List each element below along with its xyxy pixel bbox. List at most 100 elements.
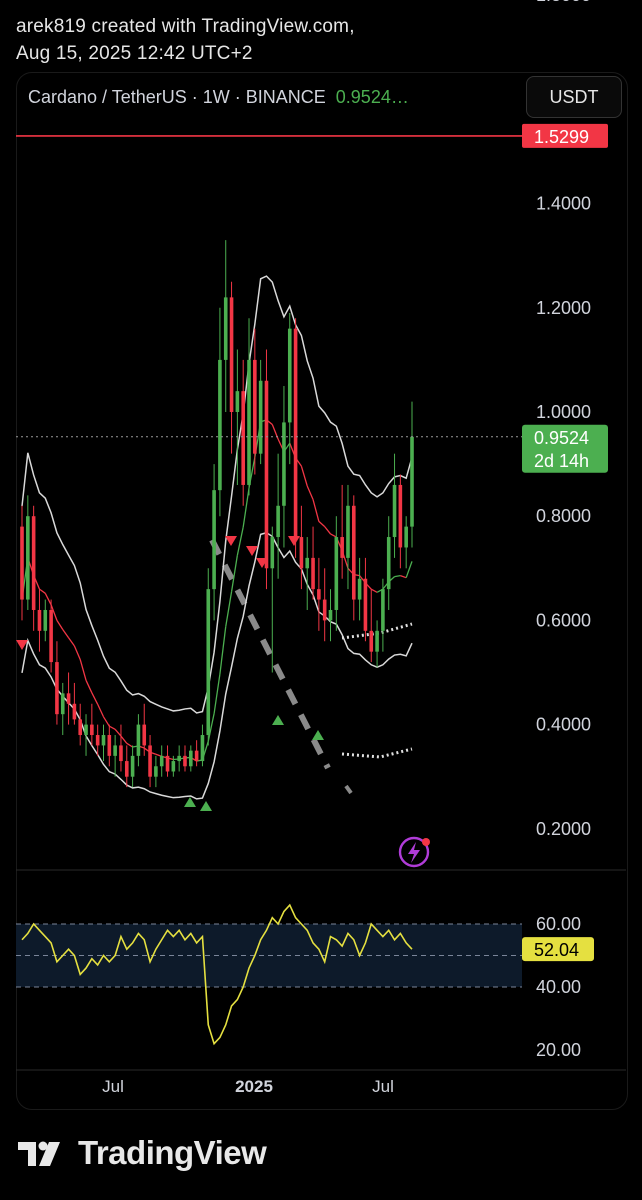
candle — [218, 307, 222, 517]
price-tick-label: 1.4000 — [536, 194, 591, 214]
candle-body — [410, 436, 414, 527]
basis-line-segment — [405, 561, 413, 578]
basis-line-segment — [207, 713, 215, 742]
last-price-tag — [522, 424, 608, 473]
lightning-bolt-icon — [408, 842, 420, 863]
buy-signal-marker — [272, 715, 284, 725]
candle — [31, 505, 36, 631]
rsi-tick-label: 20.00 — [536, 1040, 581, 1060]
candle-body — [287, 328, 292, 423]
price-tick-label: 0.6000 — [536, 610, 591, 630]
lower-band-line — [21, 531, 413, 800]
chart-date-line: Aug 15, 2025 12:42 UTC+2 — [16, 43, 253, 64]
basis-line-segment — [242, 487, 250, 528]
upper-band-line — [21, 275, 413, 714]
candle — [148, 735, 152, 788]
basis-line-segment — [394, 574, 401, 578]
candle-body — [55, 662, 59, 715]
candle — [258, 359, 263, 465]
symbol-price: 0.9524… — [335, 87, 409, 107]
candle — [223, 240, 228, 412]
basis-line-segment — [85, 680, 93, 694]
basis-line-segment — [400, 574, 407, 579]
candle-body — [130, 755, 135, 777]
candle — [253, 328, 257, 475]
candle — [235, 349, 240, 485]
candle-body — [392, 484, 397, 538]
sell-signal-marker — [16, 640, 28, 650]
candle — [264, 349, 269, 590]
candle — [194, 740, 199, 767]
candle-body — [375, 630, 379, 652]
sell-signal-marker — [288, 536, 300, 546]
candle-body — [142, 724, 147, 746]
candle — [142, 703, 147, 756]
projected-lower-band — [341, 747, 413, 759]
level-price-tag — [522, 123, 608, 148]
price-tick-label: 0.2000 — [536, 819, 591, 839]
candle-body — [49, 609, 53, 663]
candle-body — [363, 578, 368, 631]
candle — [305, 537, 310, 610]
candle-body — [282, 422, 286, 506]
chart-author-line: arek819 created with TradingView.com, — [16, 16, 355, 37]
basis-line-segment — [219, 626, 227, 675]
candle — [60, 682, 65, 736]
candle — [282, 385, 286, 548]
candle — [241, 359, 245, 506]
candle-body — [229, 297, 234, 412]
candle — [20, 505, 24, 621]
symbol-title: Cardano / TetherUS · 1W · BINANCE — [28, 87, 326, 107]
candle — [159, 745, 164, 777]
basis-line-segment — [102, 716, 110, 727]
candle-body — [276, 505, 280, 538]
candle-body — [119, 745, 123, 762]
candle-body — [37, 609, 42, 631]
rsi-line — [21, 903, 413, 1046]
time-axis-label: Jul — [102, 1077, 124, 1096]
quote-currency-button[interactable]: USDT — [526, 76, 622, 118]
candle — [334, 516, 339, 631]
basis-line-segment — [370, 588, 378, 593]
candle — [124, 745, 129, 788]
candle-body — [346, 505, 350, 558]
candle-body — [253, 359, 257, 454]
buy-signal-marker — [184, 797, 196, 807]
candle — [136, 714, 141, 767]
basis-line-segment — [56, 620, 64, 630]
candle — [328, 589, 333, 642]
candle-body — [235, 391, 240, 412]
candle-body — [322, 599, 327, 621]
candle — [189, 745, 193, 772]
tradingview-logo-icon — [18, 1141, 60, 1166]
rsi-value-tag — [522, 937, 594, 962]
candle — [206, 568, 211, 746]
rsi-tick-label: 40.00 — [536, 977, 581, 997]
candle — [107, 724, 112, 767]
candle — [392, 453, 397, 558]
candle-body — [241, 391, 245, 485]
candle-body — [200, 735, 205, 762]
sell-signal-marker — [256, 558, 268, 568]
candle-body — [340, 537, 344, 558]
tradingview-wordmark: TradingView — [78, 1134, 267, 1171]
candle-body — [113, 745, 117, 756]
basis-line-segment — [50, 604, 58, 621]
basis-line-segment — [230, 555, 239, 592]
candle-body — [293, 328, 298, 538]
candle — [183, 745, 187, 772]
candle-body — [189, 750, 193, 767]
candle-body — [136, 724, 141, 756]
candle-body — [165, 755, 170, 772]
candle — [95, 724, 100, 756]
candle — [351, 495, 356, 621]
basis-line-segment — [318, 520, 326, 528]
candle-body — [177, 755, 181, 762]
price-tick-label: 0.4000 — [536, 715, 591, 735]
candle-body — [183, 755, 187, 767]
candle — [90, 703, 94, 746]
candle-body — [60, 693, 65, 715]
last-price-label: 0.9524 — [534, 428, 589, 448]
candle-body — [317, 589, 321, 600]
